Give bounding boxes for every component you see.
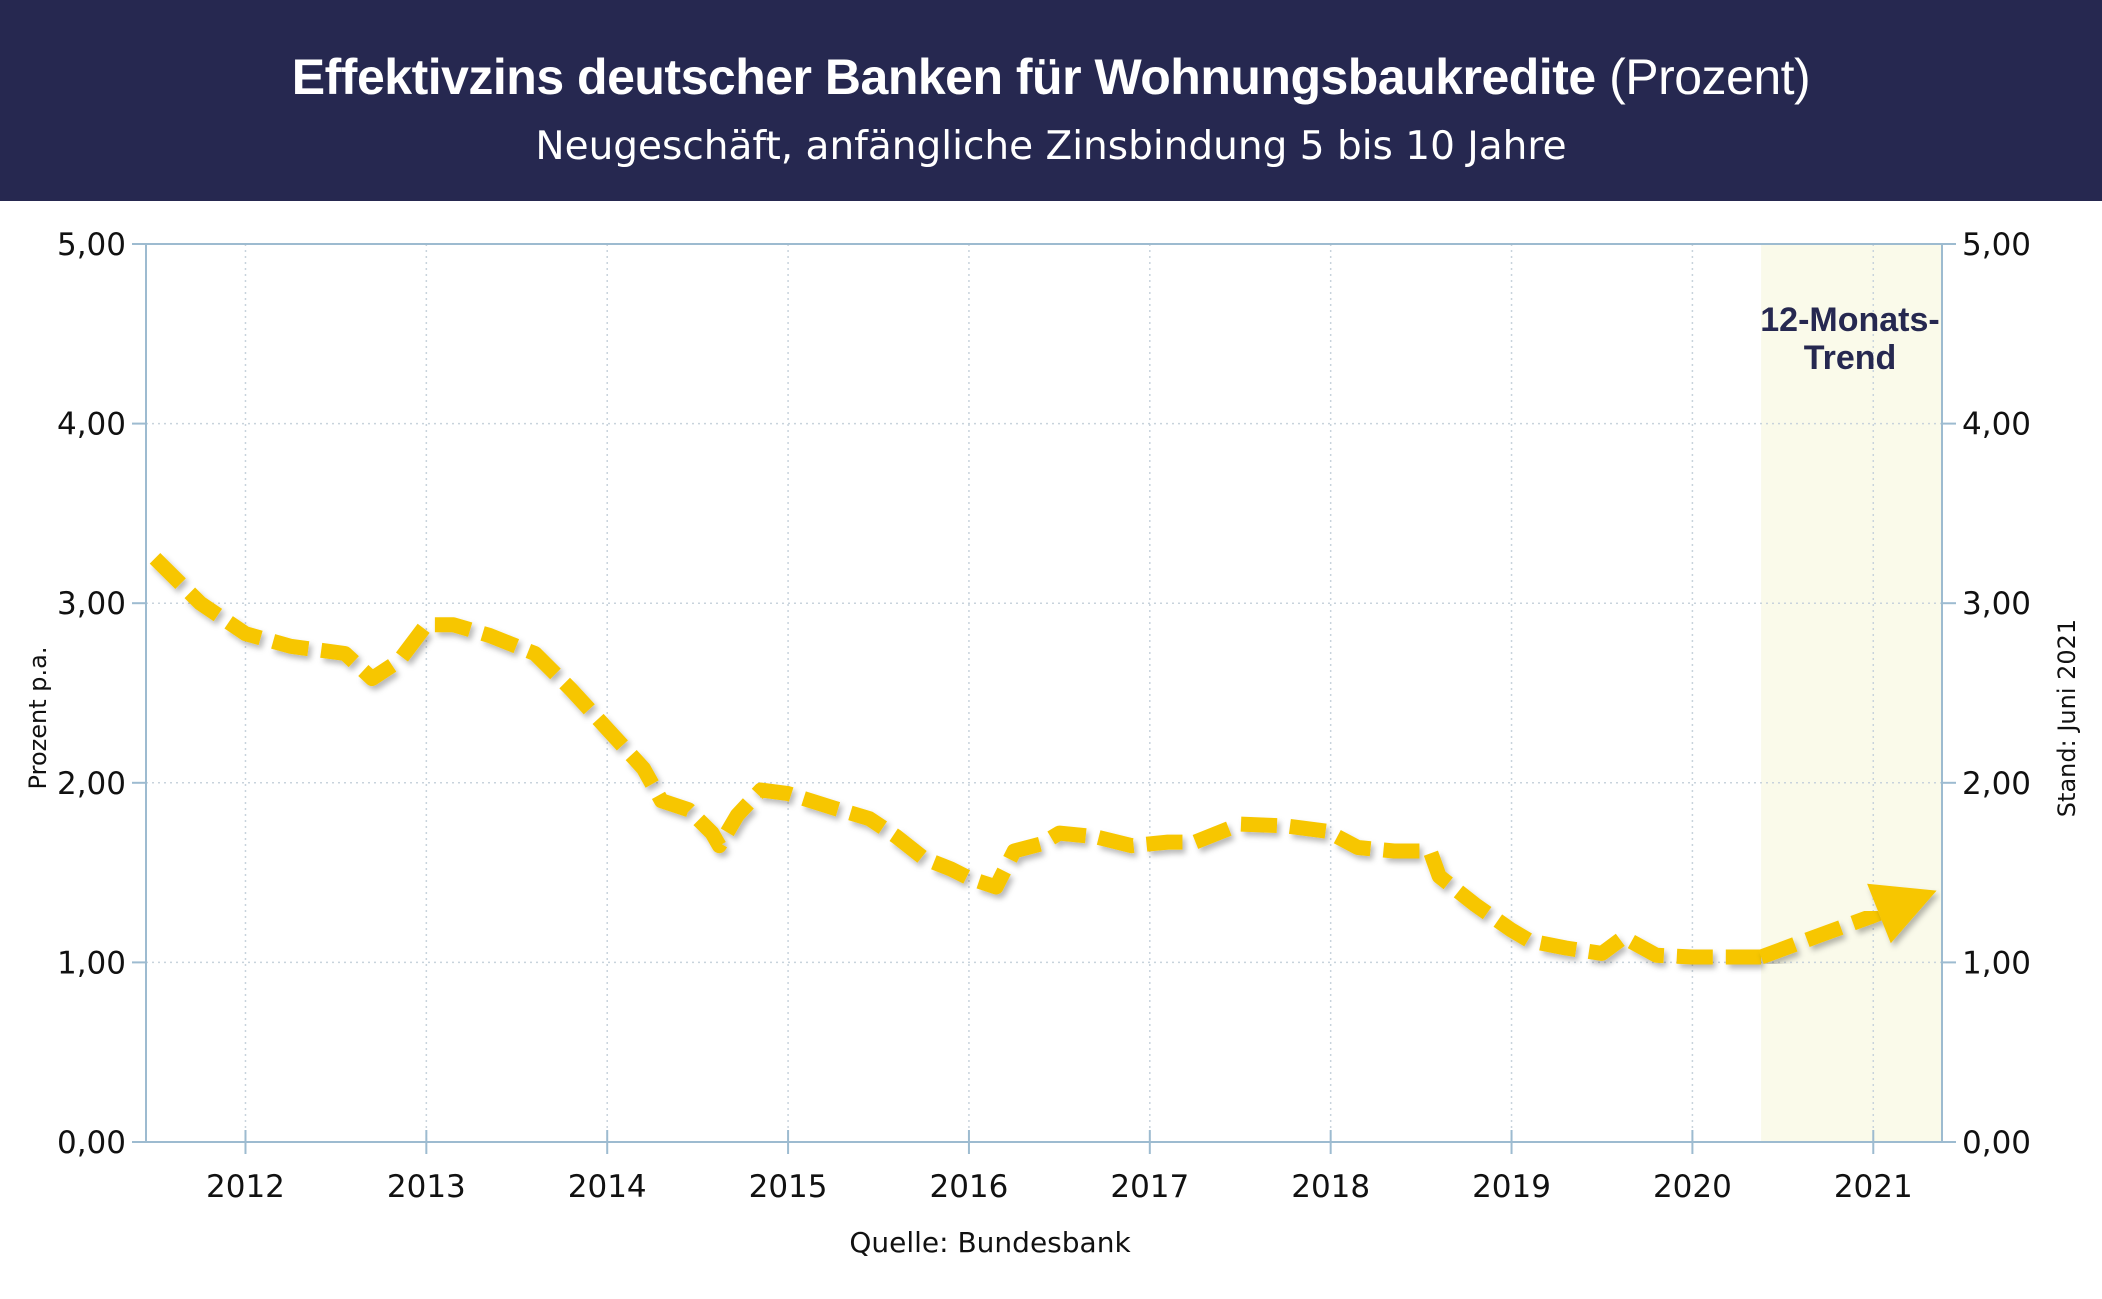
y-axis-left-labels: 0,00 1,00 2,00 3,00 4,00 5,00 xyxy=(57,227,126,1161)
y-tick-label-right: 4,00 xyxy=(1962,407,2031,443)
x-tick-label: 2013 xyxy=(387,1169,466,1205)
x-tick-label: 2017 xyxy=(1110,1169,1189,1205)
y-axis-right-label: Stand: Juni 2021 xyxy=(2053,619,2081,817)
y-tick-label-left: 0,00 xyxy=(57,1125,126,1161)
y-tick-label-left: 5,00 xyxy=(57,227,126,263)
y-tick-label-left: 4,00 xyxy=(57,407,126,443)
trend-band xyxy=(1761,244,1942,1142)
y-axis-label: Prozent p.a. xyxy=(24,647,52,790)
x-tick-label: 2014 xyxy=(568,1169,647,1205)
source-note: Quelle: Bundesbank xyxy=(849,1226,1131,1259)
y-tick-label-left: 2,00 xyxy=(57,766,126,802)
y-tick-label-right: 1,00 xyxy=(1962,945,2031,981)
trend-label-line2: Trend xyxy=(1804,339,1897,377)
x-tick-label: 2015 xyxy=(749,1169,828,1205)
x-tick-label: 2012 xyxy=(206,1169,285,1205)
series-layer xyxy=(149,552,1937,965)
chart-title: Effektivzins deutscher Banken für Wohnun… xyxy=(0,48,2102,106)
y-tick-label-right: 5,00 xyxy=(1962,227,2031,263)
chart-header: Effektivzins deutscher Banken für Wohnun… xyxy=(0,0,2102,201)
series-line xyxy=(149,552,1762,965)
chart-title-main: Effektivzins deutscher Banken für Wohnun… xyxy=(291,49,1596,105)
x-tick-label: 2019 xyxy=(1472,1169,1551,1205)
grid-lines xyxy=(146,244,1942,1142)
x-tick-label: 2016 xyxy=(929,1169,1008,1205)
y-tick-label-right: 2,00 xyxy=(1962,766,2031,802)
y-tick-label-right: 0,00 xyxy=(1962,1125,2031,1161)
trend-arrowhead xyxy=(1867,883,1937,944)
chart-title-unit: (Prozent) xyxy=(1609,49,1811,105)
y-tick-label-left: 1,00 xyxy=(57,945,126,981)
y-axis-right-labels: 0,00 1,00 2,00 3,00 4,00 5,00 xyxy=(1962,227,2031,1161)
x-tick-label: 2018 xyxy=(1291,1169,1370,1205)
x-axis-labels: 2012 2013 2014 2015 2016 2017 2018 2019 2020 2021 xyxy=(206,1169,1913,1205)
plot-frame xyxy=(145,243,1943,1143)
x-tick-label: 2021 xyxy=(1834,1169,1913,1205)
x-tick-label: 2020 xyxy=(1653,1169,1732,1205)
trend-label-line1: 12-Monats- xyxy=(1760,301,1939,339)
chart-subtitle: Neugeschäft, anfängliche Zinsbindung 5 b… xyxy=(535,124,1567,169)
y-tick-label-right: 3,00 xyxy=(1962,586,2031,622)
trend-line xyxy=(1758,906,1882,965)
tick-marks xyxy=(132,243,1956,1154)
y-tick-label-left: 3,00 xyxy=(57,586,126,622)
